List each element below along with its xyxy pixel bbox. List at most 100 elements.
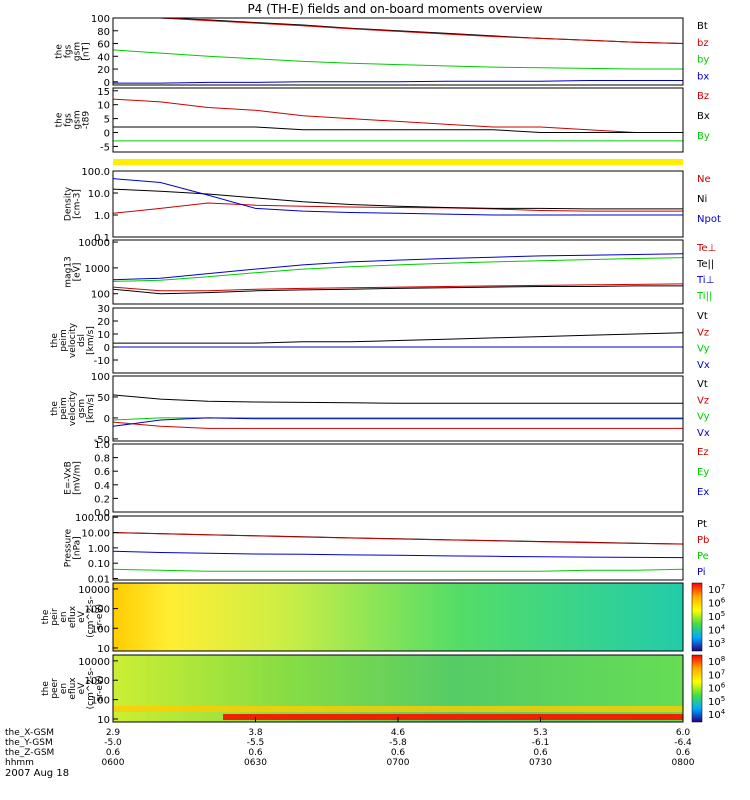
colorbar-gradient: [691, 582, 703, 652]
y-tick-label: -5: [100, 142, 110, 153]
y-tick-label: 10: [97, 101, 110, 112]
y-axis-label: thepeerenefluxeV(cm^2-s-sr-eV): [41, 668, 105, 710]
y-tick-label: 0.2: [94, 494, 110, 505]
legend-label: Vz: [697, 395, 709, 406]
series-line-by: [112, 49, 683, 70]
series-line-bx: [113, 80, 683, 84]
series-line-Pi: [112, 550, 684, 559]
legend-label: by: [697, 55, 709, 66]
y-tick-label: 50: [97, 393, 110, 404]
series-line-Ni: [112, 188, 683, 210]
y-tick-label: 0: [104, 414, 110, 425]
panel-6: Vt Vz Vy Vx 100 50 0 -50 thepeimvelocitygsm[km/s…: [50, 372, 710, 446]
y-tick-label: 0.8: [94, 454, 110, 465]
x-row-label: hhmm: [5, 758, 34, 768]
y-axis-label: thepeimvelocitygsm[km/s]: [50, 390, 96, 426]
y-axis-label: thepeimvelocitydsl[km/s]: [50, 322, 96, 358]
heatmap-band: [113, 706, 683, 712]
panel-frame: [112, 17, 684, 86]
y-tick-label: 100.00: [75, 513, 110, 524]
x-tick-label: 4.6: [391, 728, 406, 738]
x-row-label: the_Z-GSM: [5, 748, 54, 758]
panel-2: Bz Bx By 15 10 5 0 -5 thefgsgsm-t89: [55, 87, 710, 154]
series-line-Vt: [113, 332, 684, 344]
legend-label: Ex: [697, 487, 709, 498]
series-line-Te⊥: [112, 283, 684, 292]
y-tick-label: 10: [97, 644, 110, 655]
series-line-Te||: [112, 285, 683, 295]
legend-label: bz: [697, 38, 709, 49]
legend-label: Vt: [697, 379, 708, 390]
x-axis-block: the_X-GSM 2.9 3.8 4.6 5.3 6.0 the_Y-GSM -5.0 -5.…: [5, 717, 695, 779]
y-tick-label: 100: [91, 696, 110, 707]
y-tick-label: 30: [97, 304, 110, 315]
series-line-Ne: [112, 202, 683, 214]
colorbar-tick-label: 103: [708, 637, 725, 650]
x-tick-label: 2.9: [106, 728, 121, 738]
panel-8: Pt Pb Pe Pi 100.00 10.00 1.00 0.10 0.01 Pressure[…: [64, 513, 710, 585]
legend-label: Vt: [697, 311, 708, 322]
x-tick-label: 3.8: [248, 728, 263, 738]
legend-label: Pt: [697, 519, 707, 530]
x-tick-label: -5.0: [104, 738, 122, 748]
y-tick-label: 5: [104, 115, 110, 126]
y-tick-label: 10000: [78, 585, 110, 596]
legend-label: Vx: [697, 360, 710, 371]
y-tick-label: 15: [97, 87, 110, 98]
panel-frame: [112, 307, 684, 374]
date-label: 2007 Aug 18: [5, 768, 69, 779]
y-tick-label: 10: [97, 330, 110, 341]
y-tick-label: 0.6: [94, 467, 110, 478]
x-row-label: the_X-GSM: [5, 728, 54, 738]
y-tick-label: 100: [91, 14, 110, 25]
series-line-Pb: [112, 532, 684, 545]
legend-label: Ne: [697, 174, 711, 185]
y-tick-label: 60: [97, 40, 110, 51]
y-axis-label: thepeirenefluxeV(cm^2-s-sr-eV): [41, 596, 105, 638]
legend-label: By: [697, 131, 710, 142]
x-tick-label: 0600: [102, 758, 125, 768]
y-axis-label: thefgsgsm[nT]: [55, 42, 92, 61]
legend-label: Ni: [697, 194, 707, 205]
y-axis-label: mag13[eV]: [64, 256, 83, 287]
series-line-Bx: [113, 126, 683, 133]
panel-frame: [112, 582, 684, 652]
colorbar-tick-label: 104: [708, 708, 726, 721]
legend-label: Ti⊥: [696, 275, 714, 286]
y-tick-label: -50: [94, 435, 110, 446]
colorbar-tick-label: 104: [708, 624, 726, 637]
colorbar-tick-label: 106: [708, 682, 726, 695]
x-tick-label: 0.6: [106, 748, 121, 758]
legend-label: Ez: [697, 447, 709, 458]
heatmap-band: [223, 714, 683, 720]
y-tick-label: 0.4: [94, 481, 110, 492]
y-tick-label: -10: [94, 356, 110, 367]
panel-frame: [112, 170, 684, 238]
panel-5: Vt Vz Vy Vx 30 20 10 0 -10thepeimvelocitydsl[km/…: [50, 304, 710, 374]
y-tick-label: 1000: [85, 264, 110, 275]
colorbar-tick-label: 105: [708, 695, 725, 708]
x-tick-label: 0730: [529, 758, 552, 768]
y-tick-label: 0.01: [88, 575, 110, 586]
y-tick-label: 10000: [78, 657, 110, 668]
y-tick-label: 10: [97, 715, 110, 726]
legend-label: Te||: [696, 259, 714, 270]
y-tick-label: 20: [97, 317, 110, 328]
y-tick-label: 0: [104, 343, 110, 354]
legend-label: Npot: [697, 214, 721, 225]
panel-7: Ez Ey Ex 1.0 0.8 0.6 0.4 0.2 0.0 E=-VxB[mV/m]: [64, 440, 710, 519]
legend-label: Ey: [697, 467, 709, 478]
x-tick-label: -6.1: [532, 738, 550, 748]
x-tick-label: -5.5: [247, 738, 265, 748]
y-tick-label: 0: [104, 78, 110, 89]
colorbar-gradient: [691, 654, 703, 723]
legend-label: Vy: [697, 344, 710, 355]
legend-label: Bz: [697, 91, 709, 102]
legend-label: bx: [697, 71, 709, 82]
y-tick-label: 1.0: [94, 211, 110, 222]
